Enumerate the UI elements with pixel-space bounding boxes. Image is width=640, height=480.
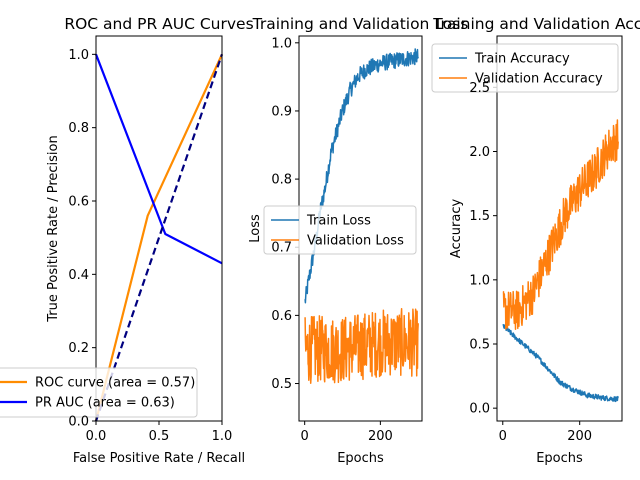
series-line: [304, 48, 419, 304]
y-tick-label: 0.8: [271, 173, 292, 188]
y-axis-label: Loss: [248, 214, 263, 243]
chart-title: Training and Validation Loss: [252, 15, 469, 33]
y-tick-label: 1.0: [469, 273, 490, 288]
legend-box: [431, 43, 619, 93]
y-axis-label: True Positive Rate / Precision: [46, 135, 61, 322]
y-tick-label: 0.4: [68, 268, 89, 283]
y-tick-label: 1.5: [469, 209, 490, 224]
chart-2: [263, 35, 423, 425]
series-line: [502, 323, 619, 403]
series-line: [502, 119, 619, 331]
legend-box: [0, 367, 198, 418]
x-tick-label: 0.0: [86, 429, 107, 444]
x-axis-label: Epochs: [337, 451, 384, 466]
legend-box: [263, 205, 417, 255]
chart-title: Training and Validation Accuracy: [432, 15, 640, 33]
legend-label: ROC curve (area = 0.57): [35, 376, 195, 391]
x-tick-label: 1.0: [212, 429, 233, 444]
series-line: [94, 53, 224, 422]
series-line: [94, 53, 223, 265]
y-tick-label: 2.5: [469, 81, 490, 96]
x-axis-label: False Positive Rate / Recall: [73, 451, 245, 466]
y-tick-label: 0.7: [271, 241, 292, 256]
x-axis-label: Epochs: [536, 451, 583, 466]
series-line: [94, 53, 223, 422]
y-tick-label: 0.0: [469, 402, 490, 417]
y-tick-label: 0.2: [68, 341, 89, 356]
chart-3: [431, 35, 623, 425]
y-axis-label: Accuracy: [449, 199, 464, 259]
y-tick-label: 0.5: [469, 338, 490, 353]
y-tick-label: 0.0: [68, 415, 89, 430]
x-tick-label: 0: [301, 429, 309, 444]
y-tick-label: 0.9: [271, 104, 292, 119]
y-tick-label: 1.0: [68, 48, 89, 63]
plot-frame: [496, 35, 623, 422]
x-tick-label: 0.5: [149, 429, 170, 444]
y-tick-label: 0.8: [68, 121, 89, 136]
legend-label: Train Loss: [306, 214, 371, 229]
chart-1: [0, 35, 224, 425]
legend-label: Validation Loss: [307, 234, 404, 249]
y-tick-label: 1.0: [271, 36, 292, 51]
y-tick-label: 0.6: [68, 195, 89, 210]
x-tick-label: 200: [368, 429, 393, 444]
y-tick-label: 0.5: [271, 377, 292, 392]
legend-label: Train Accuracy: [474, 52, 570, 67]
x-tick-label: 200: [567, 429, 592, 444]
legend-label: PR AUC (area = 0.63): [35, 396, 175, 411]
chart-title: ROC and PR AUC Curves: [64, 15, 253, 33]
x-tick-label: 0: [499, 429, 507, 444]
series-line: [304, 307, 419, 384]
legend-label: Validation Accuracy: [475, 72, 603, 87]
y-tick-label: 0.6: [271, 309, 292, 324]
y-tick-label: 2.0: [469, 145, 490, 160]
